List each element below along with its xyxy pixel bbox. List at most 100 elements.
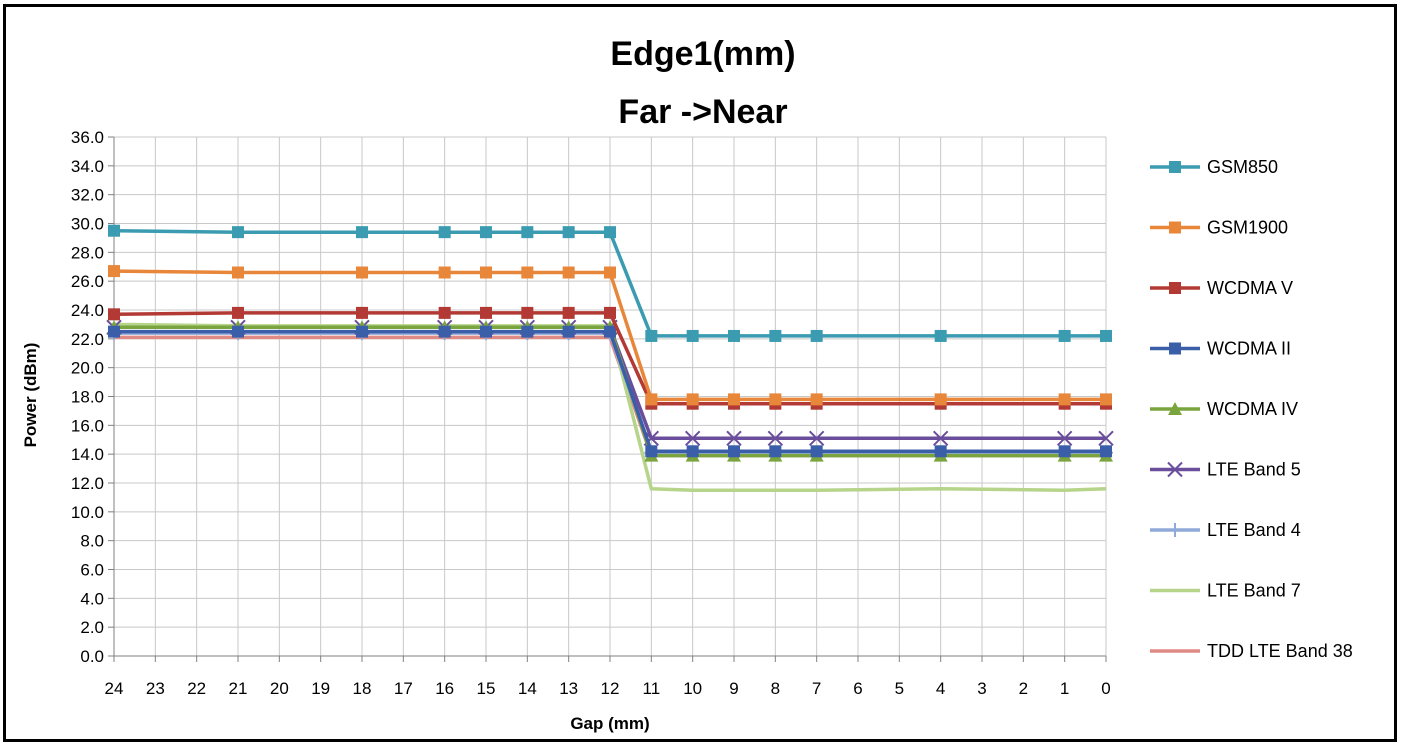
legend-label: WCDMA II (1207, 339, 1291, 359)
legend-marker (1169, 282, 1181, 294)
x-tick-label: 1 (1060, 679, 1069, 698)
data-point (480, 306, 492, 319)
x-tick-label: 4 (936, 679, 945, 698)
data-point (932, 430, 949, 447)
data-point (769, 329, 782, 342)
series-gsm1900 (108, 265, 1112, 406)
legend-item: WCDMA IV (1150, 399, 1298, 419)
data-point (604, 306, 616, 319)
legend-item: LTE Band 7 (1150, 581, 1301, 601)
x-tick-label: 6 (853, 679, 862, 698)
y-tick-label: 10.0 (71, 503, 104, 522)
y-tick-label: 20.0 (71, 359, 104, 378)
data-point (521, 226, 534, 239)
data-point (1058, 445, 1071, 458)
legend: GSM850 GSM1900 WCDMA V WCDMA II WCDMA IV LTE … (1150, 157, 1353, 661)
legend-label: WCDMA IV (1207, 399, 1298, 419)
x-tick-label: 16 (435, 679, 454, 698)
data-point (604, 226, 616, 239)
data-point (480, 325, 492, 338)
x-tick-label: 20 (270, 679, 289, 698)
legend-item: TDD LTE Band 38 (1150, 641, 1353, 661)
data-point (438, 306, 451, 319)
y-tick-label: 24.0 (71, 301, 104, 320)
legend-marker (1168, 402, 1182, 415)
x-tick-label: 5 (895, 679, 904, 698)
data-point (726, 430, 742, 447)
x-tick-label: 2 (1019, 679, 1028, 698)
legend-marker (1167, 461, 1183, 478)
legend-item: WCDMA II (1150, 339, 1291, 359)
data-point (108, 325, 120, 338)
data-point (645, 329, 658, 342)
data-point (686, 445, 699, 458)
series-line (113, 269, 1106, 402)
x-tick-label: 24 (105, 679, 124, 698)
data-point (562, 226, 575, 239)
data-point (108, 224, 120, 237)
data-point (438, 325, 451, 338)
data-point (356, 306, 368, 319)
x-tick-label: 10 (683, 679, 702, 698)
data-point (1100, 393, 1112, 406)
data-point (232, 226, 244, 239)
chart-title-line1: Edge1(mm) (610, 35, 796, 73)
legend-item: WCDMA V (1150, 278, 1293, 298)
x-tick-label: 9 (729, 679, 738, 698)
data-point (645, 393, 658, 406)
data-point (232, 325, 244, 338)
x-tick-label: 19 (311, 679, 330, 698)
data-point (521, 325, 534, 338)
x-tick-labels: 24 23 22 21 20 19 18 17 16 15 14 13 12 11 10 9 8 7 6 5 4 3 2 1 0 (105, 679, 1111, 698)
y-tick-label: 4.0 (80, 589, 104, 608)
series-line (114, 329, 1106, 454)
data-point (728, 393, 740, 406)
data-point (356, 226, 368, 239)
data-point (356, 325, 368, 338)
y-tick-label: 2.0 (80, 618, 104, 637)
x-axis-label: Gap (mm) (570, 714, 649, 733)
data-point (480, 226, 492, 239)
x-tick-label: 3 (977, 679, 986, 698)
x-tick-label: 11 (643, 679, 661, 698)
legend-item: LTE Band 5 (1150, 460, 1301, 480)
data-point (1100, 445, 1112, 458)
y-tick-labels: 0.0 2.0 4.0 6.0 8.0 10.0 12.0 14.0 16.0 18.0 20.0 2… (71, 128, 104, 666)
series-gsm850 (108, 224, 1112, 342)
data-point (645, 445, 658, 458)
data-point (562, 306, 575, 319)
legend-marker (1169, 342, 1181, 355)
legend-item: LTE Band 4 (1150, 520, 1301, 540)
data-point (808, 430, 825, 447)
series-wcdma-ii (108, 325, 1112, 458)
y-tick-label: 14.0 (71, 445, 104, 464)
y-tick-label: 18.0 (71, 388, 104, 407)
y-tick-label: 12.0 (71, 474, 104, 493)
series-group (106, 224, 1114, 492)
legend-label: WCDMA V (1207, 278, 1293, 298)
x-tick-label: 17 (394, 679, 413, 698)
y-tick-label: 0.0 (80, 647, 104, 666)
data-point (1098, 430, 1114, 447)
data-point (562, 325, 575, 338)
data-point (769, 393, 782, 406)
y-tick-label: 6.0 (80, 561, 104, 580)
series-line (113, 228, 1106, 338)
data-point (604, 325, 616, 338)
data-point (769, 445, 782, 458)
data-point (438, 226, 451, 239)
data-point (728, 329, 740, 342)
data-point (521, 266, 534, 279)
y-tick-label: 28.0 (71, 243, 104, 262)
series-line (113, 311, 1106, 406)
data-point (684, 430, 701, 447)
y-tick-label: 22.0 (71, 330, 104, 349)
legend-marker (1169, 221, 1181, 234)
x-tick-label: 15 (477, 679, 496, 698)
data-point (356, 266, 368, 279)
y-tick-label: 34.0 (71, 157, 104, 176)
x-tick-label: 7 (812, 679, 821, 698)
data-point (108, 265, 120, 278)
data-point (521, 306, 534, 319)
